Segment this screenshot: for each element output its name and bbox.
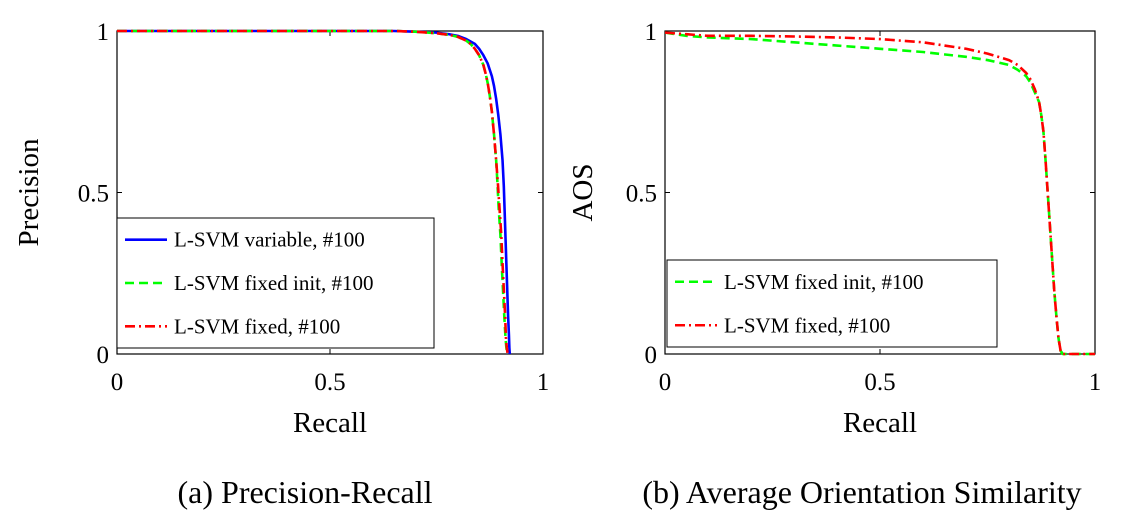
y-axis-label: AOS — [567, 163, 599, 221]
series-group — [665, 31, 1095, 356]
x-tick-label: 0 — [659, 369, 672, 396]
x-tick-label: 1 — [1089, 369, 1102, 396]
legend-label: L-SVM fixed init, #100 — [724, 270, 924, 294]
legend-label: L-SVM variable, #100 — [174, 228, 365, 252]
legend-label: L-SVM fixed, #100 — [174, 314, 340, 338]
y-tick-label: 1 — [97, 19, 110, 46]
y-axis-label: Precision — [13, 138, 45, 246]
legend-label: L-SVM fixed init, #100 — [174, 271, 374, 295]
x-axis-label: Recall — [293, 407, 367, 439]
chart-precision-recall: 0 0.5 1 0 0.5 1 Recall Precision L-SVM variable,… — [13, 19, 549, 510]
y-tick-label: 0.5 — [78, 181, 109, 208]
x-tick-label: 0.5 — [864, 369, 895, 396]
legend-label: L-SVM fixed, #100 — [724, 313, 890, 337]
series-line-1 — [665, 31, 1095, 356]
series-group — [117, 29, 512, 355]
legend: L-SVM fixed init, #100 L-SVM fixed, #100 — [666, 259, 998, 348]
legend: L-SVM variable, #100 L-SVM fixed init, #1… — [116, 217, 435, 349]
y-tick-label: 0 — [645, 342, 658, 369]
chart-aos: 0 0.5 1 0 0.5 1 Recall AOS L-SVM fixed init, #10… — [567, 19, 1101, 510]
y-tick-label: 0.5 — [626, 181, 657, 208]
x-axis-label: Recall — [843, 407, 917, 439]
x-tick-label: 1 — [537, 369, 550, 396]
x-tick-label: 0.5 — [314, 369, 345, 396]
x-tick-label: 0 — [111, 369, 124, 396]
caption: (a) Precision-Recall — [178, 474, 433, 510]
y-tick-label: 0 — [97, 342, 110, 369]
legend-box — [666, 259, 998, 348]
legend-box — [116, 217, 435, 349]
caption: (b) Average Orientation Similarity — [642, 474, 1081, 510]
y-tick-label: 1 — [645, 19, 658, 46]
series-line-2 — [117, 29, 509, 355]
